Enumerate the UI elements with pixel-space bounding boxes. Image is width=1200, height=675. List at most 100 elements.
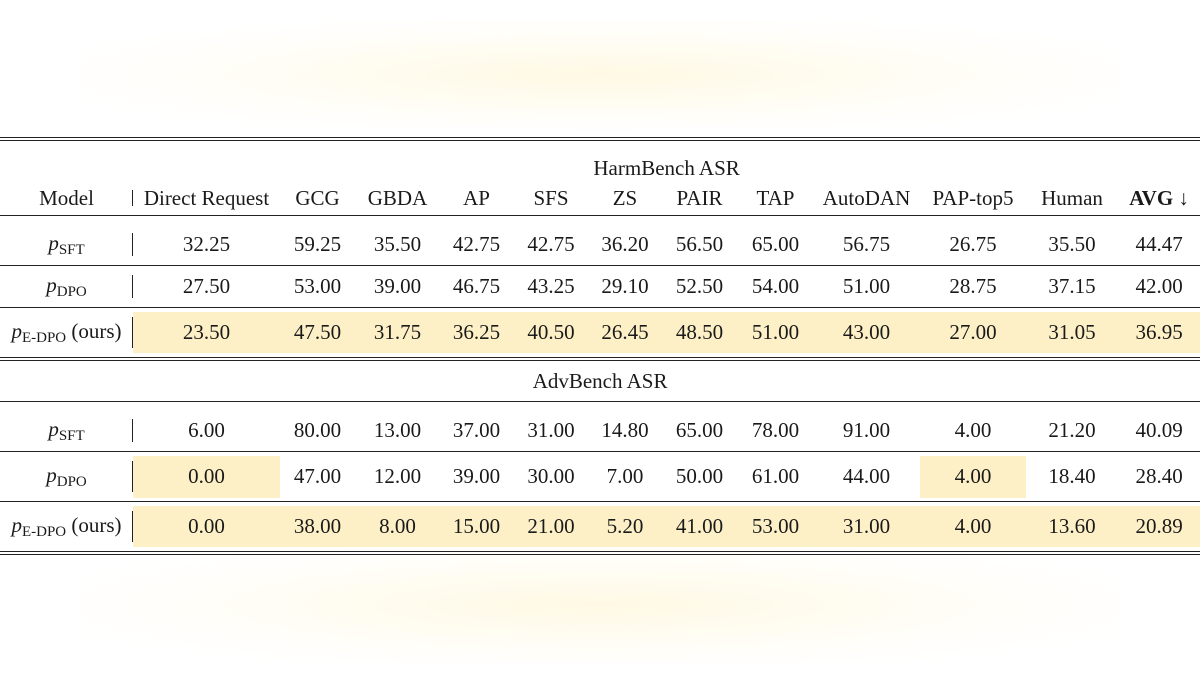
value-cell: 35.50 xyxy=(1048,232,1096,256)
header-col: PAIR xyxy=(661,181,738,216)
header-col: GBDA xyxy=(355,181,440,216)
header-model: Model xyxy=(0,181,133,216)
value-cell: 50.00 xyxy=(675,464,724,488)
value-cell: 36.20 xyxy=(601,232,649,256)
value-cell: 38.00 xyxy=(280,502,355,554)
value-cell: 59.25 xyxy=(293,232,342,256)
value-cell: 27.00 xyxy=(920,308,1026,360)
table-row: pE-DPO (ours) 23.50 47.50 31.75 36.25 40.50 26… xyxy=(0,308,1200,360)
avg-cell: 36.95 xyxy=(1118,308,1200,360)
section-header-row: HarmBench ASR xyxy=(0,139,1200,181)
value-cell: 51.00 xyxy=(842,274,891,298)
model-symbol: p xyxy=(11,318,22,343)
value-cell: 42.75 xyxy=(527,232,575,256)
model-symbol: p xyxy=(46,272,57,297)
model-subscript: E-DPO xyxy=(21,523,67,540)
value-cell: 52.50 xyxy=(675,274,724,298)
value-cell: 91.00 xyxy=(842,418,891,442)
header-col: Human xyxy=(1026,181,1118,216)
model-name-cell: pE-DPO (ours) xyxy=(0,502,133,554)
avg-cell: 20.89 xyxy=(1118,502,1200,554)
value-cell: 43.00 xyxy=(813,308,920,360)
value-cell: 14.80 xyxy=(601,418,649,442)
header-col: SFS xyxy=(513,181,589,216)
value-cell: 6.00 xyxy=(188,418,225,442)
model-subscript: DPO xyxy=(56,473,87,490)
results-table-container: HarmBench ASR Model Direct Request GCG G… xyxy=(0,137,1200,555)
background-glow-top xyxy=(80,20,1120,130)
value-cell: 39.00 xyxy=(373,274,422,298)
value-cell: 30.00 xyxy=(527,464,575,488)
value-cell: 4.00 xyxy=(920,502,1026,554)
value-cell: 53.00 xyxy=(738,502,813,554)
value-cell: 15.00 xyxy=(440,502,513,554)
value-cell: 13.00 xyxy=(373,418,422,442)
value-cell: 37.15 xyxy=(1048,274,1096,298)
value-cell: 48.50 xyxy=(661,308,738,360)
value-cell: 23.50 xyxy=(133,308,280,360)
advbench-section: pSFT 6.00 80.00 13.00 37.00 31.00 14.80 65.00 78… xyxy=(0,410,1200,553)
value-cell: 36.25 xyxy=(440,308,513,360)
model-symbol: p xyxy=(46,462,57,487)
value-cell: 47.50 xyxy=(280,308,355,360)
results-table: HarmBench ASR Model Direct Request GCG G… xyxy=(0,137,1200,555)
value-cell: 40.50 xyxy=(513,308,589,360)
value-cell: 31.00 xyxy=(813,502,920,554)
value-cell: 21.20 xyxy=(1048,418,1096,442)
section-header-row: AdvBench ASR xyxy=(0,359,1200,402)
value-cell: 65.00 xyxy=(675,418,724,442)
model-subscript: DPO xyxy=(56,283,87,300)
value-cell: 12.00 xyxy=(373,464,422,488)
value-cell: 0.00 xyxy=(133,502,280,554)
value-cell: 21.00 xyxy=(513,502,589,554)
background-glow-bottom xyxy=(80,545,1120,665)
section-title: AdvBench ASR xyxy=(532,368,668,393)
value-cell: 44.00 xyxy=(842,464,891,488)
model-suffix: (ours) xyxy=(66,318,122,343)
value-cell: 53.00 xyxy=(293,274,342,298)
value-cell: 78.00 xyxy=(751,418,800,442)
value-cell: 27.50 xyxy=(182,274,231,298)
header-model-spacer xyxy=(0,139,133,181)
harmbench-section: pSFT 32.25 59.25 35.50 42.75 42.75 36.20 56.50 6… xyxy=(0,224,1200,359)
model-symbol: p xyxy=(11,512,22,537)
value-cell: 29.10 xyxy=(601,274,649,298)
value-cell: 4.00 xyxy=(954,418,992,442)
value-cell: 65.00 xyxy=(751,232,800,256)
model-name-cell: pDPO xyxy=(0,266,133,308)
table-row: pSFT 6.00 80.00 13.00 37.00 31.00 14.80 65.00 78… xyxy=(0,410,1200,452)
value-cell: 26.45 xyxy=(589,308,661,360)
table-row: pDPO 0.00 47.00 12.00 39.00 30.00 7.00 50.00 61.… xyxy=(0,452,1200,502)
header-col-avg: AVG ↓ xyxy=(1118,181,1200,216)
value-cell: 5.20 xyxy=(589,502,661,554)
header-col: TAP xyxy=(738,181,813,216)
table-row: pE-DPO (ours) 0.00 38.00 8.00 15.00 21.00 5.20… xyxy=(0,502,1200,554)
avg-cell: 42.00 xyxy=(1135,274,1183,298)
value-cell: 47.00 xyxy=(293,464,342,488)
value-cell: 13.60 xyxy=(1026,502,1118,554)
value-cell: 26.75 xyxy=(949,232,997,256)
column-header-row: Model Direct Request GCG GBDA AP SFS ZS … xyxy=(0,181,1200,216)
value-cell: 56.75 xyxy=(842,232,891,256)
model-name-cell: pSFT xyxy=(0,410,133,452)
header-col: Direct Request xyxy=(133,181,280,216)
value-cell: 31.05 xyxy=(1026,308,1118,360)
model-name-cell: pDPO xyxy=(0,452,133,502)
value-cell: 18.40 xyxy=(1048,464,1096,488)
model-name-cell: pE-DPO (ours) xyxy=(0,308,133,360)
model-subscript: SFT xyxy=(58,427,85,444)
value-cell: 7.00 xyxy=(606,464,644,488)
spacer-row xyxy=(0,402,1200,411)
spacer-row xyxy=(0,216,1200,225)
model-subscript: E-DPO xyxy=(21,329,67,346)
value-cell: 80.00 xyxy=(293,418,342,442)
value-cell: 4.00 xyxy=(920,452,1026,502)
avg-cell: 40.09 xyxy=(1135,418,1183,442)
value-cell: 31.00 xyxy=(527,418,575,442)
model-symbol: p xyxy=(48,416,59,441)
model-symbol: p xyxy=(48,230,59,255)
header-col: GCG xyxy=(280,181,355,216)
header-col: AutoDAN xyxy=(813,181,920,216)
value-cell: 51.00 xyxy=(738,308,813,360)
value-cell: 46.75 xyxy=(452,274,501,298)
